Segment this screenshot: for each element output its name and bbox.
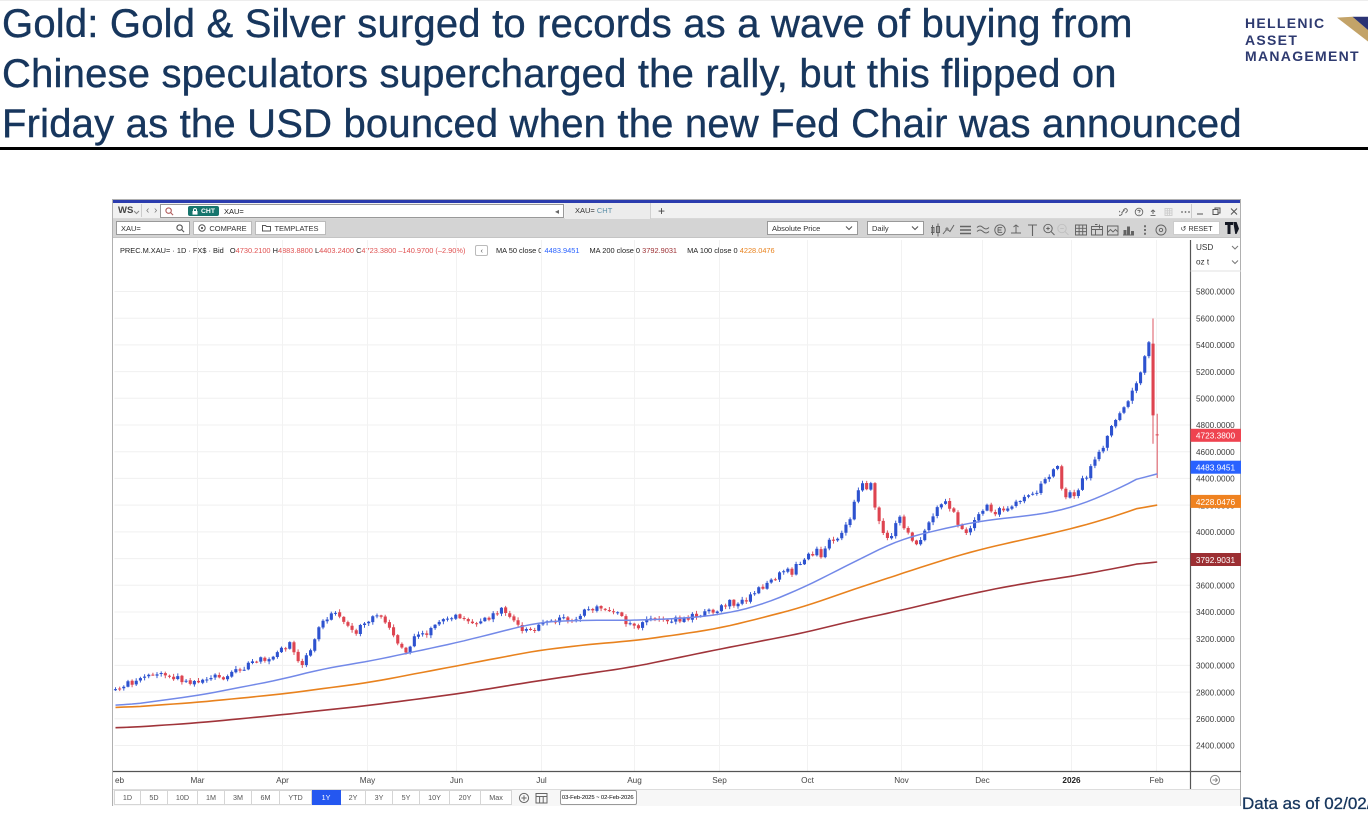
svg-text:4600.0000: 4600.0000 [1196, 448, 1235, 457]
svg-text:4000.0000: 4000.0000 [1196, 528, 1235, 537]
svg-text:2400.0000: 2400.0000 [1196, 742, 1235, 751]
svg-text:eb: eb [115, 776, 125, 785]
svg-text:5400.0000: 5400.0000 [1196, 341, 1235, 350]
svg-text:5000.0000: 5000.0000 [1196, 395, 1235, 404]
svg-text:4483.9451: 4483.9451 [1196, 463, 1236, 473]
svg-text:3000.0000: 3000.0000 [1196, 662, 1235, 671]
svg-text:Nov: Nov [894, 776, 909, 785]
svg-text:4228.0476: 4228.0476 [1196, 497, 1236, 507]
svg-text:2026: 2026 [1062, 776, 1081, 785]
svg-text:May: May [360, 776, 376, 785]
svg-text:3400.0000: 3400.0000 [1196, 608, 1235, 617]
svg-text:Aug: Aug [627, 776, 642, 785]
svg-text:Jul: Jul [536, 776, 547, 785]
svg-text:4800.0000: 4800.0000 [1196, 421, 1235, 430]
svg-text:2600.0000: 2600.0000 [1196, 715, 1235, 724]
svg-text:3600.0000: 3600.0000 [1196, 582, 1235, 591]
svg-text:oz t: oz t [1196, 258, 1210, 267]
svg-text:5600.0000: 5600.0000 [1196, 314, 1235, 323]
svg-text:2800.0000: 2800.0000 [1196, 688, 1235, 697]
svg-text:5200.0000: 5200.0000 [1196, 368, 1235, 377]
svg-text:Apr: Apr [276, 776, 289, 785]
svg-text:Mar: Mar [190, 776, 204, 785]
svg-text:3792.9031: 3792.9031 [1196, 555, 1236, 565]
svg-text:3200.0000: 3200.0000 [1196, 635, 1235, 644]
svg-text:USD: USD [1196, 243, 1213, 252]
svg-text:5800.0000: 5800.0000 [1196, 288, 1235, 297]
svg-text:Feb: Feb [1149, 776, 1164, 785]
svg-text:Dec: Dec [975, 776, 990, 785]
svg-text:Sep: Sep [712, 776, 727, 785]
svg-text:Jun: Jun [450, 776, 464, 785]
svg-text:Oct: Oct [801, 776, 814, 785]
svg-text:4723.3800: 4723.3800 [1196, 431, 1236, 441]
svg-text:4400.0000: 4400.0000 [1196, 475, 1235, 484]
